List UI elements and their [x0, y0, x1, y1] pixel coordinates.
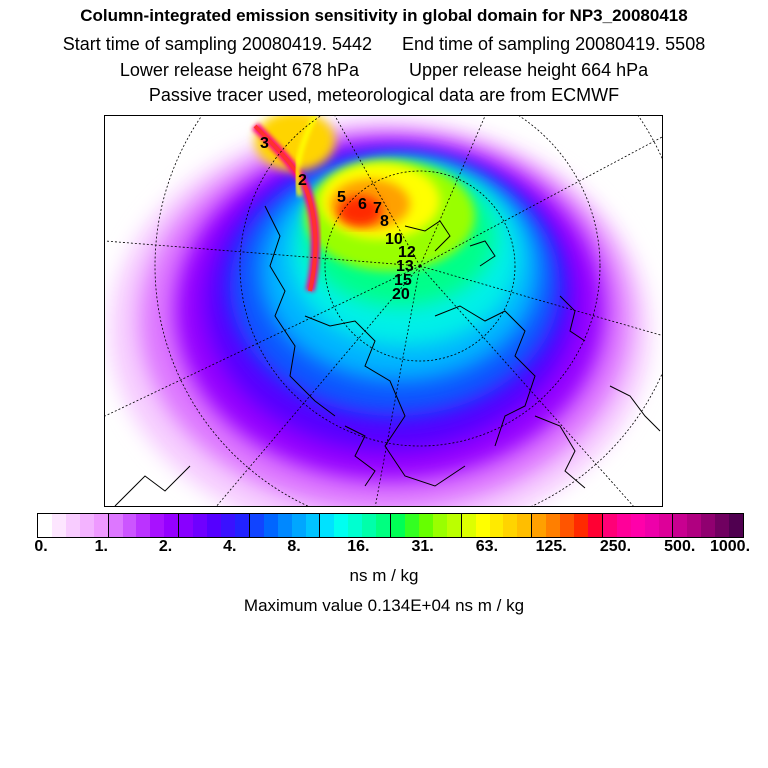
color-scale-swatch: [320, 514, 335, 537]
map-canvas: 3 2 5 6 7 8 10 12 13 15 20: [105, 116, 662, 506]
lower-release-height: Lower release height 678 hPa: [119, 60, 359, 80]
color-scale-tick-label: 8.: [287, 538, 301, 555]
trajectory-labels: 3 2 5 6 7 8 10 12 13 15 20: [260, 135, 416, 303]
color-scale-swatch: [461, 514, 476, 537]
color-scale-swatch: [348, 514, 363, 537]
sampling-times: Start time of sampling 20080419. 5442 En…: [0, 34, 768, 55]
color-scale-swatch: [701, 514, 716, 537]
color-scale-swatch: [475, 514, 490, 537]
color-scale-swatch: [729, 514, 744, 537]
color-scale-tick-label: 250.: [599, 538, 632, 555]
color-scale-swatch: [334, 514, 349, 537]
sensitivity-field: [110, 116, 650, 506]
color-scale-tick-label: 0.: [34, 538, 48, 555]
trajectory-label: 5: [337, 189, 346, 206]
color-scale-swatch: [108, 514, 123, 537]
color-scale-swatch: [574, 514, 588, 537]
color-scale-swatch: [234, 514, 250, 537]
color-scale-tick-label: 31.: [411, 538, 434, 555]
color-scale-tick-label: 16.: [347, 538, 370, 555]
units-label: ns m / kg: [349, 566, 419, 585]
plot-title: Column-integrated emission sensitivity i…: [80, 6, 688, 25]
color-scale-swatch: [38, 514, 52, 537]
end-time: End time of sampling 20080419. 5508: [402, 34, 706, 54]
color-scale-swatch: [560, 514, 575, 537]
color-scale-swatch: [602, 514, 617, 537]
color-scale-swatch: [263, 514, 278, 537]
color-scale-bar: [37, 513, 744, 538]
trajectory-label: 8: [380, 213, 389, 230]
color-scale-swatch: [193, 514, 208, 537]
color-scale-tick-label: 63.: [475, 538, 499, 555]
tracer-note: Passive tracer used, meteorological data…: [148, 85, 620, 105]
color-scale-swatch: [249, 514, 264, 537]
color-scale-swatch: [517, 514, 533, 537]
color-scale-swatch: [164, 514, 180, 537]
color-scale-swatch: [65, 514, 80, 537]
trajectory-label: 15: [394, 272, 412, 289]
color-scale-swatch: [376, 514, 392, 537]
trajectory-label: 7: [373, 200, 382, 217]
graticule: [105, 116, 662, 506]
upper-release-height: Upper release height 664 hPa: [409, 60, 649, 80]
color-scale-tick-label: 1.: [94, 538, 108, 555]
color-scale-swatch: [432, 514, 447, 537]
color-scale-swatch: [305, 514, 321, 537]
color-scale-swatch: [644, 514, 659, 537]
color-scale-swatch: [489, 514, 504, 537]
color-scale-swatch: [51, 514, 66, 537]
trajectory-label: 20: [392, 286, 410, 303]
color-scale-swatch: [546, 514, 561, 537]
sensitivity-map: 3 2 5 6 7 8 10 12 13 15 20: [104, 115, 663, 507]
trajectory-label: 6: [358, 196, 367, 213]
color-scale-swatch: [391, 514, 405, 537]
trajectory-label: 2: [298, 172, 307, 189]
color-scale-swatch: [93, 514, 109, 537]
color-scale-swatch: [362, 514, 377, 537]
color-scale-tick-label: 1000.: [709, 538, 751, 555]
color-scale-swatch: [79, 514, 94, 537]
color-scale-tick-label: 125.: [535, 538, 567, 555]
trajectory-label: 10: [385, 231, 403, 248]
coastlines: [114, 205, 661, 506]
color-scale-swatch: [136, 514, 151, 537]
color-scale-swatch: [673, 514, 688, 537]
color-scale-ticks: 0. 1. 2. 4. 8. 16. 31. 63. 125. 250. 500. 1000.: [0, 538, 768, 568]
color-scale-swatch: [503, 514, 518, 537]
color-scale-swatch: [715, 514, 730, 537]
color-scale-tick-label: 4.: [223, 538, 237, 555]
color-scale-swatch: [277, 514, 292, 537]
color-scale-swatch: [587, 514, 603, 537]
trajectory-label: 13: [396, 258, 414, 275]
color-scale-swatch: [446, 514, 462, 537]
color-scale-swatch: [207, 514, 221, 537]
color-scale-swatch: [122, 514, 137, 537]
trajectory-label: 3: [260, 135, 269, 152]
color-scale-tick-label: 500.: [664, 538, 696, 555]
color-scale-swatch: [532, 514, 547, 537]
release-heights: Lower release height 678 hPa Upper relea…: [0, 60, 768, 81]
color-scale-swatch: [658, 514, 674, 537]
start-time: Start time of sampling 20080419. 5442: [62, 34, 372, 54]
color-scale-swatch: [687, 514, 702, 537]
color-scale-swatch: [418, 514, 433, 537]
color-scale-swatch: [150, 514, 165, 537]
color-scale-swatch: [404, 514, 419, 537]
color-scale-swatch: [291, 514, 306, 537]
color-scale-tick-label: 2.: [158, 538, 173, 555]
color-scale-swatch: [630, 514, 645, 537]
color-scale-swatch: [616, 514, 631, 537]
trajectory-label: 12: [398, 244, 416, 261]
maximum-value: Maximum value 0.134E+04 ns m / kg: [243, 596, 525, 615]
color-scale-swatch: [220, 514, 235, 537]
color-scale-swatch: [179, 514, 194, 537]
